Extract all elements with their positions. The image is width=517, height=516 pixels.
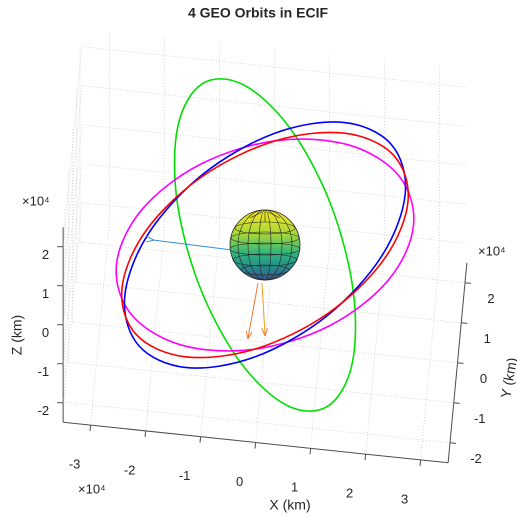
x-tick <box>420 460 421 466</box>
y-tick <box>450 443 456 444</box>
z-tick-label: 0 <box>42 325 49 340</box>
x-tick <box>145 431 146 437</box>
grid-line <box>311 248 330 448</box>
y-tick-label: 0 <box>480 371 487 386</box>
vector-arrow <box>248 283 258 338</box>
grid-line <box>146 231 165 431</box>
chart-title: 4 GEO Orbits in ECIF <box>188 5 328 21</box>
z-tick-label: 2 <box>42 247 49 262</box>
x-tick <box>365 454 366 460</box>
z-axis-label: Z (km) <box>9 315 25 355</box>
y-tick <box>461 323 467 324</box>
y-tick <box>465 283 471 284</box>
x-tick-label: -2 <box>124 462 136 477</box>
page: {"chart_data": { "type": "line3d", "titl… <box>0 0 517 516</box>
y-axis-label: Y (km) <box>497 356 517 399</box>
x-tick-label: 3 <box>401 491 408 506</box>
x-axis-label: X (km) <box>269 497 310 513</box>
y-tick <box>458 363 464 364</box>
grid-line <box>366 254 385 454</box>
x-tick-label: -1 <box>179 468 191 483</box>
y-tick-label: -2 <box>470 451 482 466</box>
earth <box>230 210 300 280</box>
x-tick-label: 1 <box>291 480 298 495</box>
x-tick <box>310 448 311 454</box>
grid-line <box>65 402 450 443</box>
y-exponent: ×10⁴ <box>478 243 506 258</box>
chart: -3 -2 -1 0 1 2 3 -2 -1 0 1 2 -2 -1 0 1 2 4 GEO Orbits in… <box>0 0 517 516</box>
x-tick-label: -3 <box>69 457 81 472</box>
y-tick-label: -1 <box>474 411 486 426</box>
y-tick <box>454 403 460 404</box>
grid-line <box>63 203 82 403</box>
z-tick-label: -1 <box>38 364 50 379</box>
x-tick <box>200 437 201 443</box>
vector-arrow <box>153 240 232 250</box>
x-tick-label: 2 <box>346 486 353 501</box>
grid-line <box>421 260 440 460</box>
x-exponent: ×10⁴ <box>78 481 106 496</box>
x-tick <box>255 443 256 449</box>
z-tick-label: -2 <box>38 403 50 418</box>
vector-arrow <box>262 283 265 335</box>
z-tick-label: 1 <box>42 286 49 301</box>
x-tick <box>90 425 91 431</box>
x-tick-label: 0 <box>236 474 243 489</box>
y-tick-label: 1 <box>484 331 491 346</box>
grid-line <box>63 164 82 364</box>
z-exponent: ×10⁴ <box>22 193 50 208</box>
y-tick-label: 2 <box>487 291 494 306</box>
